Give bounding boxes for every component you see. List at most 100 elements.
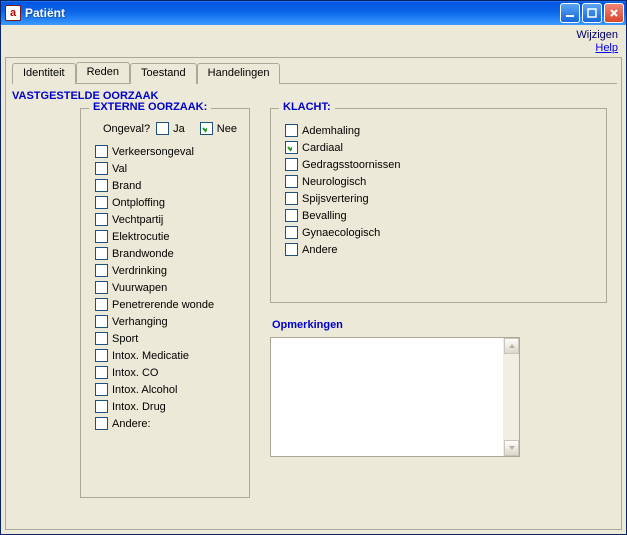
checkbox-label: Ja bbox=[173, 123, 185, 135]
externe-list: Verkeersongeval Val Brand Ontploffing Vechtp… bbox=[95, 144, 235, 431]
klacht-list: Ademhaling Cardiaal Gedragsstoornissen Neur… bbox=[285, 123, 592, 257]
externe-item-checkbox[interactable]: Verdrinking bbox=[95, 264, 235, 277]
externe-item-checkbox[interactable]: Verkeersongeval bbox=[95, 145, 235, 158]
externe-item-checkbox[interactable]: Ontploffing bbox=[95, 196, 235, 209]
right-column: KLACHT: AdemhalingCardiaalGedragsstoorni… bbox=[270, 108, 607, 519]
checkbox-label: Gynaecologisch bbox=[302, 227, 380, 239]
klacht-item-checkbox[interactable]: Andere bbox=[285, 243, 592, 256]
minimize-button[interactable] bbox=[560, 3, 580, 23]
tab-reden[interactable]: Reden bbox=[76, 62, 130, 83]
externe-item-checkbox[interactable]: Brandwonde bbox=[95, 247, 235, 260]
checkbox-label: Ademhaling bbox=[302, 125, 360, 137]
externe-item-checkbox[interactable]: Elektrocutie bbox=[95, 230, 235, 243]
checkbox-label: Bevalling bbox=[302, 210, 347, 222]
externe-item-checkbox[interactable]: Brand bbox=[95, 179, 235, 192]
checkbox-box bbox=[95, 162, 108, 175]
ongeval-ja-checkbox[interactable]: Ja bbox=[156, 122, 185, 135]
app-window: a Patiënt Wijzigen Help IdentiteitRedenT… bbox=[0, 0, 627, 535]
checkbox-box bbox=[95, 349, 108, 362]
opmerkingen-textarea[interactable] bbox=[271, 338, 503, 456]
checkbox-box bbox=[95, 213, 108, 226]
checkbox-box bbox=[95, 298, 108, 311]
externe-legend: EXTERNE OORZAAK: bbox=[89, 101, 211, 113]
tab-identiteit[interactable]: Identiteit bbox=[12, 63, 76, 84]
wijzigen-link[interactable]: Wijzigen bbox=[576, 29, 618, 41]
ongeval-label: Ongeval? bbox=[103, 123, 150, 135]
klacht-legend: KLACHT: bbox=[279, 101, 335, 113]
klacht-item-checkbox[interactable]: Gedragsstoornissen bbox=[285, 158, 592, 171]
klacht-item-checkbox[interactable]: Gynaecologisch bbox=[285, 226, 592, 239]
externe-item-checkbox[interactable]: Intox. Medicatie bbox=[95, 349, 235, 362]
checkbox-label: Brandwonde bbox=[112, 248, 174, 260]
externe-item-checkbox[interactable]: Penetrerende wonde bbox=[95, 298, 235, 311]
checkbox-label: Ontploffing bbox=[112, 197, 165, 209]
ongeval-nee-checkbox[interactable]: Nee bbox=[200, 122, 237, 135]
externe-item-checkbox[interactable]: Verhanging bbox=[95, 315, 235, 328]
klacht-item-checkbox[interactable]: Cardiaal bbox=[285, 141, 592, 154]
close-button[interactable] bbox=[604, 3, 624, 23]
checkbox-label: Cardiaal bbox=[302, 142, 343, 154]
checkbox-box bbox=[95, 196, 108, 209]
opmerkingen-label: Opmerkingen bbox=[272, 319, 607, 331]
checkbox-box bbox=[95, 145, 108, 158]
checkbox-box bbox=[285, 192, 298, 205]
klacht-fieldset: KLACHT: AdemhalingCardiaalGedragsstoorni… bbox=[270, 108, 607, 303]
externe-item-checkbox[interactable]: Intox. Drug bbox=[95, 400, 235, 413]
checkbox-label: Intox. CO bbox=[112, 367, 158, 379]
help-link[interactable]: Help bbox=[595, 42, 618, 54]
checkbox-label: Elektrocutie bbox=[112, 231, 169, 243]
klacht-item-checkbox[interactable]: Spijsvertering bbox=[285, 192, 592, 205]
checkbox-box bbox=[95, 230, 108, 243]
scrollbar[interactable] bbox=[503, 338, 519, 456]
checkbox-box bbox=[95, 400, 108, 413]
checkbox-box bbox=[156, 122, 169, 135]
klacht-item-checkbox[interactable]: Neurologisch bbox=[285, 175, 592, 188]
checkbox-label: Intox. Medicatie bbox=[112, 350, 189, 362]
scroll-up-button[interactable] bbox=[504, 338, 519, 354]
externe-fieldset: EXTERNE OORZAAK: Ongeval? Ja bbox=[80, 108, 250, 498]
checkbox-box bbox=[95, 264, 108, 277]
checkbox-box bbox=[285, 124, 298, 137]
checkbox-box bbox=[200, 122, 213, 135]
checkbox-box bbox=[95, 281, 108, 294]
checkbox-label: Vuurwapen bbox=[112, 282, 167, 294]
checkbox-box bbox=[285, 158, 298, 171]
checkbox-label: Gedragsstoornissen bbox=[302, 159, 400, 171]
checkbox-label: Andere bbox=[302, 244, 337, 256]
content-row: EXTERNE OORZAAK: Ongeval? Ja bbox=[10, 108, 617, 519]
checkbox-label: Neurologisch bbox=[302, 176, 366, 188]
checkbox-box bbox=[95, 332, 108, 345]
checkbox-label: Brand bbox=[112, 180, 141, 192]
checkbox-label: Intox. Drug bbox=[112, 401, 166, 413]
tab-handelingen[interactable]: Handelingen bbox=[197, 63, 281, 84]
scroll-down-button[interactable] bbox=[504, 440, 519, 456]
externe-item-checkbox[interactable]: Vechtpartij bbox=[95, 213, 235, 226]
tab-toestand[interactable]: Toestand bbox=[130, 63, 197, 84]
ongeval-row: Ongeval? Ja bbox=[103, 121, 235, 136]
tab-strip: IdentiteitRedenToestandHandelingen bbox=[12, 62, 617, 84]
externe-item-checkbox[interactable]: Intox. Alcohol bbox=[95, 383, 235, 396]
externe-item-checkbox[interactable]: Vuurwapen bbox=[95, 281, 235, 294]
checkbox-label: Spijsvertering bbox=[302, 193, 369, 205]
checkbox-box bbox=[95, 417, 108, 430]
klacht-item-checkbox[interactable]: Ademhaling bbox=[285, 124, 592, 137]
checkbox-box bbox=[285, 209, 298, 222]
opmerkingen-field-wrap bbox=[270, 337, 520, 457]
title-bar[interactable]: a Patiënt bbox=[1, 1, 626, 25]
externe-item-checkbox[interactable]: Andere: bbox=[95, 417, 235, 430]
checkbox-box bbox=[95, 383, 108, 396]
externe-item-checkbox[interactable]: Intox. CO bbox=[95, 366, 235, 379]
checkbox-box bbox=[285, 141, 298, 154]
externe-item-checkbox[interactable]: Val bbox=[95, 162, 235, 175]
checkbox-label: Nee bbox=[217, 123, 237, 135]
externe-item-checkbox[interactable]: Sport bbox=[95, 332, 235, 345]
inner-panel: IdentiteitRedenToestandHandelingen VASTG… bbox=[5, 57, 622, 530]
app-icon: a bbox=[5, 5, 21, 21]
klacht-item-checkbox[interactable]: Bevalling bbox=[285, 209, 592, 222]
maximize-button[interactable] bbox=[582, 3, 602, 23]
window-buttons bbox=[560, 3, 624, 23]
checkbox-label: Verhanging bbox=[112, 316, 168, 328]
checkbox-label: Verkeersongeval bbox=[112, 146, 194, 158]
checkbox-box bbox=[95, 247, 108, 260]
checkbox-box bbox=[95, 315, 108, 328]
